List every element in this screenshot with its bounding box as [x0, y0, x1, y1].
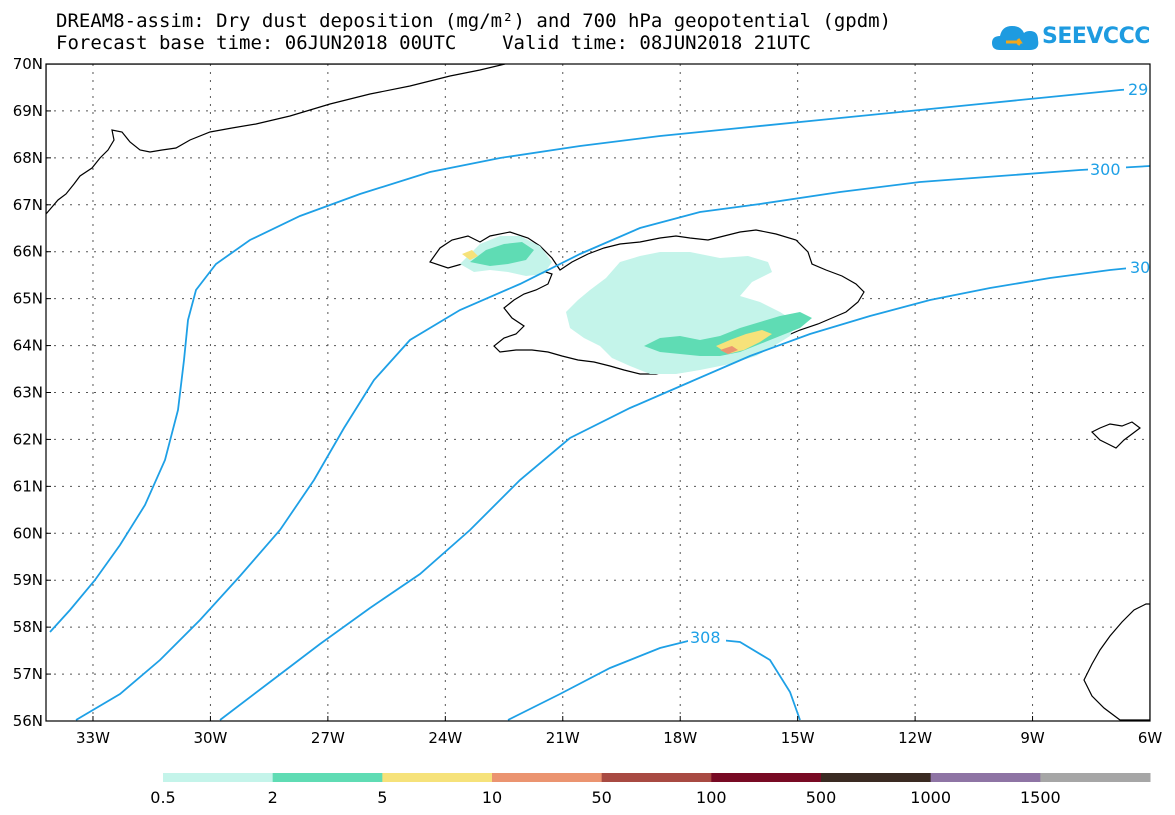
legend-swatch — [492, 773, 603, 782]
lon-label: 12W — [898, 729, 932, 747]
contour-label-304: 30 — [1130, 258, 1150, 277]
latitude-labels: 70N 69N 68N 67N 66N 65N 64N 63N 62N 61N 60N 59N 58N 5… — [13, 55, 51, 730]
legend-swatch — [711, 773, 822, 782]
legend-label: 50 — [591, 788, 611, 807]
legend-label: 5 — [377, 788, 387, 807]
dust-area-high-west — [462, 250, 478, 260]
legend-swatch — [382, 773, 493, 782]
lon-label: 33W — [76, 729, 110, 747]
lat-label: 62N — [13, 430, 43, 448]
lon-label: 27W — [311, 729, 345, 747]
lon-label: 9W — [1020, 729, 1045, 747]
legend-label: 500 — [806, 788, 837, 807]
legend-label: 0.5 — [150, 788, 175, 807]
lat-label: 61N — [13, 477, 43, 495]
contour-label-group: 29 300 30 308 — [688, 80, 1150, 647]
lon-label: 21W — [546, 729, 580, 747]
geopotential-contours — [49, 87, 1150, 721]
legend-swatch — [163, 773, 274, 782]
legend-label: 1000 — [910, 788, 951, 807]
lat-label: 69N — [13, 102, 43, 120]
seevccc-logo: SEEVCCC — [990, 18, 1150, 58]
lat-label: 57N — [13, 665, 43, 683]
graticule — [46, 64, 1150, 721]
contour-label-300: 300 — [1090, 160, 1121, 179]
legend-label: 1500 — [1020, 788, 1061, 807]
dust-deposition-field — [460, 236, 812, 374]
shetland-islands — [1083, 603, 1150, 721]
contour-300 — [75, 165, 1150, 721]
lon-label: 6W — [1138, 729, 1163, 747]
dust-area-medium-west — [470, 242, 534, 266]
legend-colorbar: 0.5 2 5 10 50 100 500 1000 1500 — [150, 773, 1151, 807]
lon-label: 30W — [193, 729, 227, 747]
lat-label: 67N — [13, 196, 43, 214]
lon-label: 15W — [781, 729, 815, 747]
legend-swatch — [821, 773, 932, 782]
legend-swatch — [930, 773, 1041, 782]
legend-swatch — [1040, 773, 1151, 782]
contour-296 — [49, 87, 1150, 633]
lon-label: 18W — [663, 729, 697, 747]
legend-swatch — [601, 773, 712, 782]
dust-area-medium-south — [644, 312, 812, 356]
lat-label: 60N — [13, 524, 43, 542]
faroe-islands — [1090, 421, 1141, 449]
lat-label: 59N — [13, 571, 43, 589]
contour-label-308: 308 — [690, 628, 721, 647]
greenland-coast — [46, 64, 506, 215]
contour-304 — [219, 265, 1150, 721]
cloud-icon — [992, 26, 1039, 50]
lat-label: 70N — [13, 55, 43, 73]
lon-label: 24W — [428, 729, 462, 747]
lat-label: 66N — [13, 243, 43, 261]
map-subtitle: Forecast base time: 06JUN2018 00UTC Vali… — [56, 32, 811, 54]
lat-label: 64N — [13, 337, 43, 355]
legend-label: 2 — [268, 788, 278, 807]
lat-label: 65N — [13, 290, 43, 308]
map-title: DREAM8-assim: Dry dust deposition (mg/m²… — [56, 10, 892, 32]
logo-text: SEEVCCC — [1042, 24, 1150, 49]
lat-label: 68N — [13, 149, 43, 167]
lat-label: 58N — [13, 618, 43, 636]
lat-label: 56N — [13, 712, 43, 730]
contour-308 — [507, 637, 801, 721]
legend-swatch — [272, 773, 383, 782]
dust-area-highest — [720, 346, 738, 354]
legend-label: 10 — [482, 788, 502, 807]
contour-label-296: 29 — [1128, 80, 1148, 99]
legend-label: 100 — [696, 788, 727, 807]
lat-label: 63N — [13, 384, 43, 402]
longitude-labels: 33W 30W 27W 24W 21W 18W 15W 12W 9W 6W — [76, 716, 1162, 747]
